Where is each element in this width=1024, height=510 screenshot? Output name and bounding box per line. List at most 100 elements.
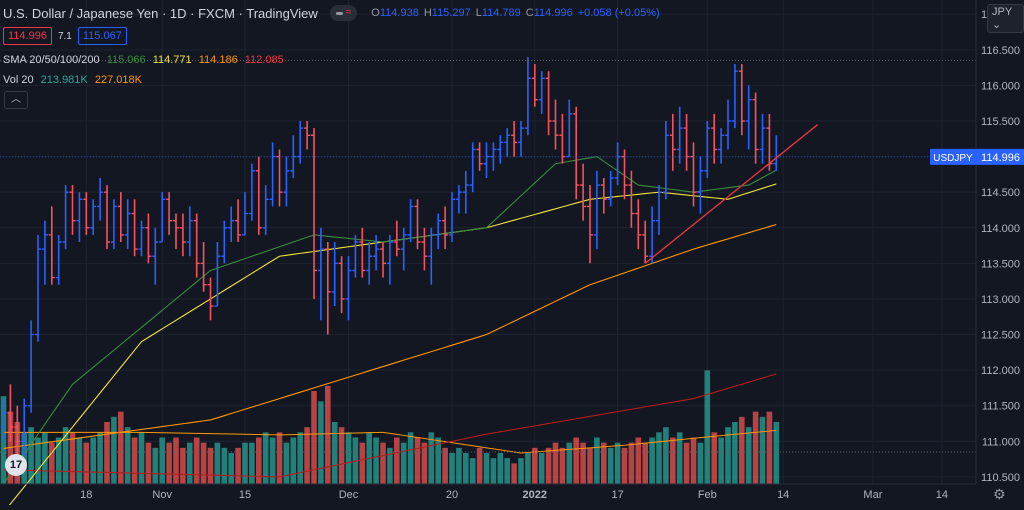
volume-bar: [262, 432, 269, 484]
ohlc-bar: [124, 199, 131, 250]
volume-bar: [580, 442, 586, 484]
ohlc-bar: [580, 163, 587, 221]
y-tick-label: 114.000: [981, 223, 1020, 235]
sell-button[interactable]: 114.996: [3, 27, 52, 45]
volume-bar: [601, 442, 607, 484]
ohlc-bar: [41, 220, 48, 285]
volume-bar: [621, 447, 628, 484]
ohlc-bar: [690, 142, 697, 207]
ohlc-bar: [200, 242, 207, 292]
ohlc-bar: [725, 99, 731, 150]
ohlc-bar: [476, 142, 483, 171]
volume-bar: [118, 411, 124, 484]
trendline: [644, 124, 819, 264]
ohlc-bar: [283, 156, 290, 207]
volume-bar: [421, 442, 428, 484]
volume-bar: [752, 411, 759, 484]
x-tick-label: Nov: [152, 489, 172, 501]
ohlc-bar: [656, 185, 662, 235]
x-tick-label: Feb: [698, 489, 717, 501]
volume-bar: [228, 453, 234, 484]
ohlc-bar: [752, 92, 759, 164]
price-axis-bg: [976, 0, 1024, 505]
volume-bar: [566, 442, 573, 484]
ohlc-bar: [511, 121, 518, 157]
volume-bar: [90, 437, 96, 484]
volume-bar: [97, 432, 103, 484]
ohlc-bar: [0, 398, 7, 442]
ohlc-bar: [97, 177, 104, 221]
spread-value: 7.1: [57, 30, 72, 42]
ohlc-bar: [21, 398, 28, 456]
ohlc-bar: [683, 113, 690, 171]
ohlc-bar: [635, 199, 642, 250]
volume-bar: [718, 437, 724, 484]
volume-legend[interactable]: Vol 20 213.981K 227.018K: [3, 74, 142, 86]
open-label: O: [371, 7, 380, 19]
ohlc-bar: [304, 121, 311, 150]
buy-button[interactable]: 115.067: [77, 27, 127, 45]
legend-toggle-button[interactable]: ≈: [329, 5, 358, 21]
vol-ma-value: 227.018K: [94, 74, 142, 86]
ohlc-bar: [607, 170, 614, 207]
volume-bar: [269, 437, 276, 484]
ohlc-bar: [131, 199, 138, 257]
symbol-tag-label: USDJPY: [933, 153, 973, 164]
y-tick-label: 113.000: [981, 294, 1020, 306]
currency-selector[interactable]: JPY ⌄: [987, 4, 1024, 33]
collapse-legend-button[interactable]: ︿: [4, 91, 28, 109]
volume-bar: [35, 437, 41, 484]
ohlc-bar: [531, 64, 538, 107]
volume-bar: [235, 447, 241, 484]
volume-bar: [442, 447, 448, 484]
vol-value: 213.981K: [40, 74, 88, 86]
ohlc-bar: [662, 121, 669, 200]
volume-bar: [497, 453, 504, 484]
ohlc-bar: [386, 234, 393, 285]
sma-legend[interactable]: SMA 20/50/100/200 115.066 114.771 114.18…: [3, 54, 284, 66]
ohlc-bar: [166, 192, 173, 235]
ohlc-bar: [138, 220, 145, 257]
ohlc-bar: [228, 206, 235, 242]
ohlc-bar: [773, 135, 780, 171]
volume-bar: [773, 422, 780, 484]
y-tick-label: 114.500: [981, 187, 1020, 199]
volume-bar: [159, 437, 165, 484]
ohlc-bar: [7, 384, 14, 442]
ohlc-bar: [593, 170, 600, 250]
volume-bar: [55, 437, 62, 484]
y-tick-label: 112.500: [981, 330, 1020, 342]
volume-bar: [573, 437, 579, 484]
volume-bar: [490, 458, 497, 484]
volume-bar: [214, 442, 221, 484]
ohlc-bar: [642, 220, 649, 264]
volume-bar: [152, 447, 159, 484]
ohlc-bar: [69, 185, 76, 235]
volume-bar: [594, 437, 600, 484]
ohlc-bar: [373, 234, 380, 271]
volume-bar: [435, 437, 441, 484]
gear-icon[interactable]: ⚙: [993, 486, 1006, 502]
eye-icon: [335, 11, 343, 15]
volume-bar: [463, 453, 469, 484]
ohlc-bar: [428, 227, 435, 285]
volume-bar: [511, 463, 517, 484]
volume-bar: [187, 442, 193, 484]
x-tick-label: 14: [777, 489, 789, 501]
volume-bar: [656, 432, 662, 484]
ohlc-bar: [317, 227, 324, 321]
volume-bar: [331, 422, 338, 484]
volume-bar: [690, 437, 697, 484]
volume-bar: [318, 401, 324, 484]
volume-bar: [532, 447, 538, 484]
volume-bar: [759, 416, 766, 484]
ohlc-bar: [649, 206, 656, 264]
volume-bar: [200, 442, 207, 484]
volume-bar: [449, 453, 455, 484]
volume-bar: [642, 442, 648, 484]
volume-bar: [766, 411, 773, 484]
volume-bar: [76, 437, 83, 484]
ohlc-bar: [628, 170, 635, 228]
